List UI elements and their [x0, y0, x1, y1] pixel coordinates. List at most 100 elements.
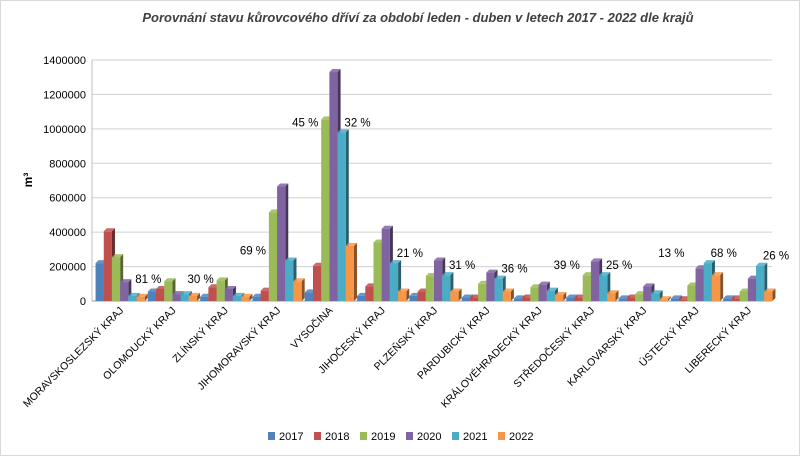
legend-label: 2021 [463, 431, 487, 443]
y-tick-label: 200000 [49, 262, 86, 274]
bar-top [461, 294, 473, 298]
bar-side [458, 288, 462, 301]
bar-2022 [398, 291, 407, 301]
bar-2020 [590, 261, 600, 301]
bar-top [643, 283, 655, 287]
bar-top [651, 290, 663, 294]
bar-top [164, 278, 176, 282]
bar-2020 [695, 268, 704, 301]
bar-2017 [252, 296, 261, 301]
legend-swatch [498, 432, 505, 440]
y-axis-label: m³ [21, 173, 35, 188]
bar-2021 [703, 263, 712, 301]
bar-2017 [147, 291, 157, 301]
bar-top [566, 294, 578, 298]
bar-2018 [156, 288, 165, 301]
bar-top [180, 291, 192, 295]
bar-top [723, 295, 735, 299]
bar-2017 [200, 296, 209, 301]
bar-2021 [180, 294, 189, 301]
legend-label: 2018 [325, 431, 349, 443]
legend-label: 2020 [417, 431, 441, 443]
bar-2018 [522, 297, 531, 301]
bar-2019 [268, 212, 278, 301]
bar-side [615, 290, 619, 301]
bar-2018 [679, 299, 688, 301]
bar-2020 [329, 72, 338, 301]
percent-label: 39 % [554, 260, 580, 272]
y-tick-label: 800000 [49, 158, 86, 170]
bar-2017 [461, 297, 470, 301]
bar-2022 [188, 295, 198, 301]
percent-label: 81 % [135, 274, 161, 286]
bar-2021 [389, 263, 399, 301]
bar-2022 [502, 291, 511, 301]
bar-top [277, 183, 289, 187]
bar-top [670, 295, 683, 299]
bar-top [241, 293, 253, 297]
legend: 2017 2018 2019 2020 2021 2022 [268, 431, 533, 443]
y-tick-label: 1400000 [43, 55, 86, 67]
bar-2018 [365, 286, 374, 301]
category-label: JIHOMORAVSKÝ KRAJ [195, 304, 284, 393]
bar-top [546, 287, 559, 291]
bar-2018 [469, 297, 479, 301]
bar-top [703, 260, 715, 264]
bar-side [197, 292, 201, 301]
bar-2018 [103, 231, 112, 301]
bar-2019 [739, 291, 748, 301]
bar-2021 [494, 278, 503, 301]
bar-top [590, 258, 603, 262]
bar-top [502, 288, 514, 292]
percent-label: 13 % [658, 248, 684, 260]
bar-top [120, 279, 132, 283]
bar-2021 [442, 275, 451, 301]
bar-2021 [651, 293, 660, 301]
bar-top [232, 292, 245, 296]
bar-2020 [643, 286, 652, 301]
bar-2018 [260, 290, 269, 301]
bar-2020 [224, 288, 233, 301]
bar-2022 [607, 293, 616, 301]
percent-labels: 81 % 30 % 69 % 45 % 32 % 21 % 31 % 36 % 39 % 25 %… [135, 117, 789, 286]
bar-2020 [172, 294, 181, 301]
bar-side [720, 272, 724, 301]
bar-2019 [164, 281, 173, 301]
bar-top [494, 275, 506, 279]
bar-2022 [241, 296, 250, 301]
bar-2020 [120, 282, 129, 301]
bar-2020 [486, 272, 495, 301]
bar-top [224, 285, 236, 289]
bar-2017 [618, 298, 627, 301]
legend-label: 2022 [509, 431, 533, 443]
legend-label: 2019 [371, 431, 395, 443]
legend-swatch [360, 432, 367, 440]
bar-top [293, 278, 305, 282]
bar-2017 [670, 298, 680, 301]
bar-top [128, 292, 140, 296]
percent-label: 68 % [711, 248, 737, 260]
bar-2019 [111, 257, 121, 301]
bar-top [345, 242, 357, 246]
bar-2020 [434, 260, 443, 301]
bar-top [442, 272, 454, 276]
bar-2019 [478, 283, 487, 301]
bar-2022 [293, 281, 302, 301]
bar-2019 [321, 119, 330, 301]
bar-top [103, 228, 115, 232]
bar-top [607, 290, 619, 294]
bar-2020 [747, 278, 757, 301]
bar-2021 [546, 290, 556, 301]
bar-2018 [312, 265, 322, 301]
bar-top [555, 291, 567, 295]
bar-top [398, 288, 410, 292]
y-tick-label: 1000000 [43, 124, 86, 136]
y-tick-label: 600000 [49, 193, 86, 205]
bar-top [136, 293, 148, 297]
bar-top [389, 260, 402, 264]
y-tick-label: 400000 [49, 227, 86, 239]
bar-side [406, 288, 410, 301]
bar-top [172, 291, 184, 295]
bar-2017 [304, 292, 313, 301]
category-label: MORAVSKOSLEZSKÝ KRAJ [20, 304, 126, 410]
